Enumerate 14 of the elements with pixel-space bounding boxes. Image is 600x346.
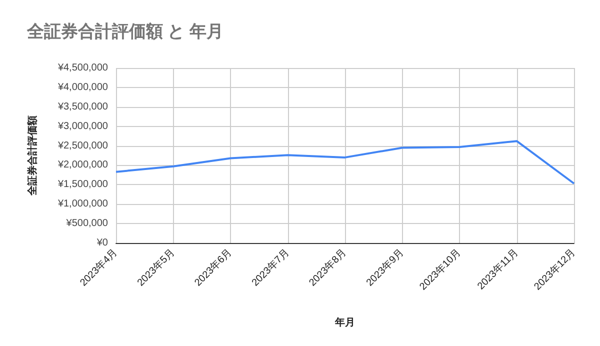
y-tick-label: ¥1,000,000 <box>56 198 108 210</box>
y-tick-label: ¥4,500,000 <box>56 62 108 74</box>
y-axis-title: 全証券合計評価額 <box>26 116 38 196</box>
y-tick-label: ¥0 <box>96 238 108 248</box>
y-tick-label: ¥3,500,000 <box>56 101 108 112</box>
y-tick-label: ¥500,000 <box>65 218 108 230</box>
y-tick-label: ¥3,000,000 <box>56 120 108 132</box>
y-tick-label: ¥1,500,000 <box>56 179 108 190</box>
x-axis-title: 年月 <box>334 316 355 328</box>
line-series <box>115 140 575 184</box>
chart-title: 全証券合計評価額 と 年月 <box>26 22 224 41</box>
y-tick-label: ¥4,000,000 <box>56 82 108 93</box>
y-tick-label: ¥2,000,000 <box>56 160 108 171</box>
y-tick-label: ¥2,500,000 <box>56 140 108 152</box>
